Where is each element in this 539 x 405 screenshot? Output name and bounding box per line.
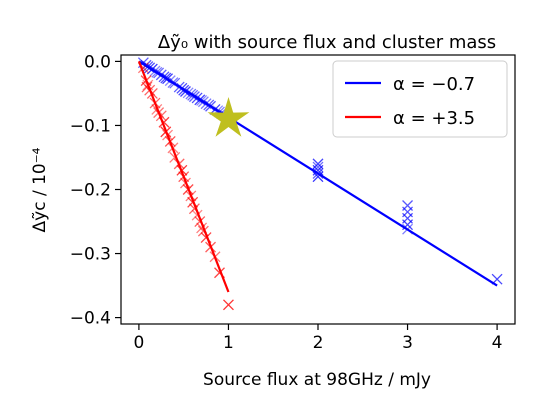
chart-title: Δỹ₀ with source flux and cluster mass [158,32,496,53]
y-tick-label: −0.2 [70,181,111,201]
y-tick-label: −0.1 [70,116,111,136]
y-axis: 0.0 −0.1 −0.2 −0.3 −0.4 [70,52,121,329]
legend-label: α = −0.7 [393,74,475,95]
series-2-fit-line [137,61,230,293]
plot-area [137,57,503,311]
y-tick-label: −0.4 [70,309,111,329]
star-marker [207,97,250,137]
x-tick-label: 0 [133,333,144,353]
x-axis-label: Source flux at 98GHz / mJy [203,370,431,390]
x-tick-label: 3 [402,333,413,353]
x-tick-label: 1 [223,333,234,353]
legend: α = −0.7 α = +3.5 [332,60,508,138]
y-axis-label: Δỹc / 10⁻⁴ [30,147,50,232]
x-tick-label: 2 [313,333,324,353]
series-1-fit-line [138,60,498,287]
y-tick-label: 0.0 [84,52,111,72]
series-2-markers [137,62,234,311]
x-tick-label: 4 [492,333,503,353]
legend-label: α = +3.5 [393,108,475,129]
data-point-marker [222,299,234,311]
y-tick-label: −0.3 [70,245,111,265]
data-point-marker [312,171,324,183]
x-axis: 0 1 2 3 4 [133,324,503,353]
